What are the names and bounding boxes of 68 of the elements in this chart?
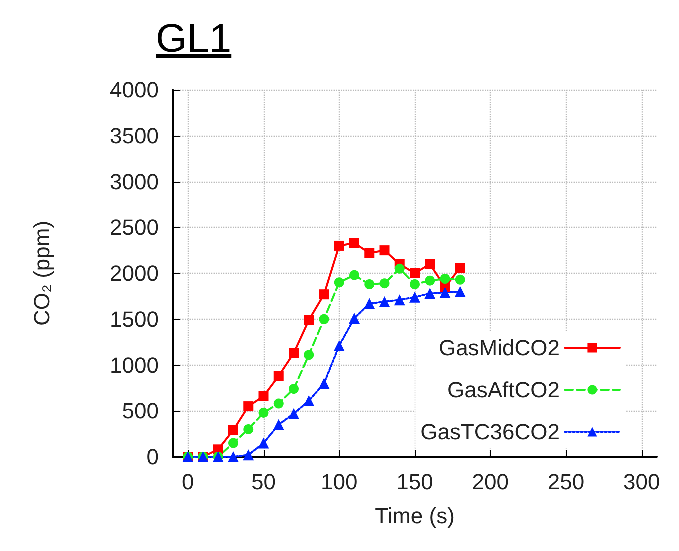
y-tick-label: 3500 bbox=[110, 123, 159, 148]
point bbox=[258, 408, 269, 418]
point bbox=[228, 425, 238, 436]
point bbox=[425, 276, 436, 286]
chart-title: GL1 bbox=[155, 16, 233, 63]
y-axis-title: CO₂ (ppm) bbox=[30, 220, 54, 326]
point bbox=[454, 286, 466, 298]
x-tick-label: 150 bbox=[396, 470, 434, 494]
point bbox=[319, 290, 330, 300]
y-tick-label: 0 bbox=[146, 444, 159, 470]
point bbox=[424, 288, 436, 300]
point bbox=[244, 424, 254, 434]
point bbox=[410, 268, 420, 278]
point bbox=[364, 248, 375, 258]
point bbox=[319, 314, 330, 324]
y-tick-label: 2500 bbox=[110, 215, 159, 240]
point bbox=[410, 292, 420, 303]
point bbox=[380, 278, 390, 289]
point bbox=[440, 287, 451, 298]
point bbox=[334, 340, 345, 352]
y-tick-label: 2000 bbox=[110, 261, 159, 286]
point bbox=[394, 294, 406, 306]
point bbox=[440, 274, 450, 284]
y-tick-label: 1000 bbox=[110, 352, 159, 378]
point bbox=[334, 240, 344, 251]
point bbox=[243, 450, 254, 461]
point bbox=[228, 438, 238, 448]
point bbox=[425, 259, 436, 270]
point bbox=[455, 274, 466, 285]
x-tick-label: 250 bbox=[548, 470, 585, 494]
point bbox=[379, 296, 390, 308]
point bbox=[289, 348, 299, 358]
point bbox=[394, 264, 405, 274]
x-tick-label: 100 bbox=[321, 470, 358, 494]
point bbox=[289, 384, 299, 394]
point bbox=[410, 280, 420, 290]
point bbox=[258, 438, 270, 449]
point bbox=[364, 298, 376, 310]
point bbox=[288, 408, 300, 420]
point bbox=[228, 452, 239, 462]
x-axis-title: Time (s) bbox=[375, 504, 455, 528]
point bbox=[258, 391, 269, 402]
x-tick-label: 50 bbox=[252, 470, 276, 494]
x-tick-label: 300 bbox=[624, 470, 660, 494]
point bbox=[380, 246, 390, 256]
point bbox=[349, 312, 360, 324]
point bbox=[304, 315, 314, 326]
point bbox=[455, 262, 466, 273]
point bbox=[364, 280, 375, 290]
legend-label: GasAftCO2 bbox=[448, 378, 560, 402]
point bbox=[273, 419, 284, 430]
point bbox=[350, 238, 360, 248]
y-tick-label: 4000 bbox=[110, 78, 159, 102]
legend-label: GasMidCO2 bbox=[438, 336, 560, 360]
y-tick-label: 3000 bbox=[110, 169, 159, 194]
y-tick-label: 500 bbox=[122, 398, 159, 424]
legend-label: GasTC36CO2 bbox=[420, 420, 560, 444]
point bbox=[350, 270, 360, 280]
point bbox=[274, 398, 284, 409]
point bbox=[318, 378, 330, 390]
point bbox=[244, 402, 254, 412]
x-tick-label: 0 bbox=[182, 470, 194, 494]
point bbox=[334, 278, 344, 288]
point bbox=[274, 371, 284, 382]
point bbox=[304, 396, 315, 407]
x-tick-label: 200 bbox=[472, 470, 509, 494]
y-tick-label: 1500 bbox=[110, 306, 159, 332]
point bbox=[304, 350, 314, 360]
